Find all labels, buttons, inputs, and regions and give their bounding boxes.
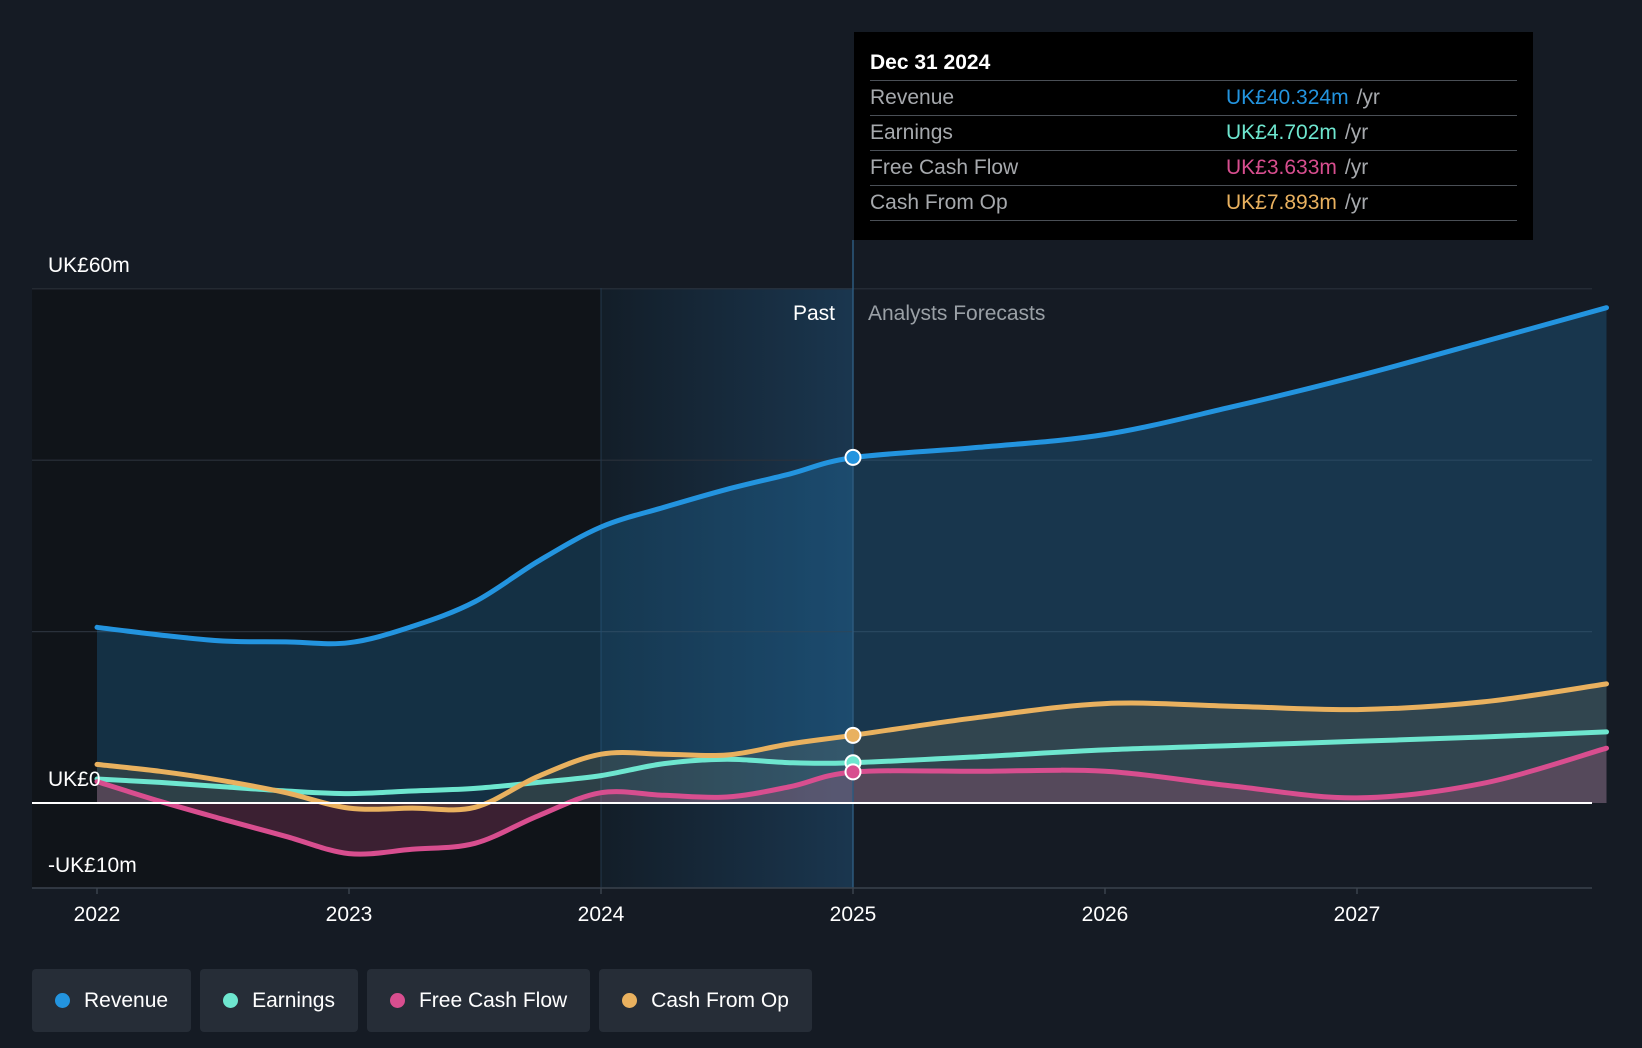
highlight-region: [601, 288, 853, 888]
y-axis-labels: UK£60m UK£0 -UK£10m: [48, 254, 137, 877]
y-tick-label: UK£60m: [48, 254, 130, 277]
legend-label: Free Cash Flow: [418, 988, 568, 1012]
series-lines: [94, 305, 1609, 857]
x-tick-label: 2026: [1082, 903, 1129, 926]
legend-label: Revenue: [84, 988, 169, 1012]
tooltip-unit: /yr: [1344, 191, 1369, 214]
tooltip-value: UK£7.893m: [1226, 191, 1337, 214]
x-tick-label: 2023: [326, 903, 373, 926]
tooltip-unit: /yr: [1344, 156, 1369, 179]
legend-dot-icon: [223, 993, 239, 1008]
tooltip-unit: /yr: [1356, 86, 1380, 109]
series-fills: [97, 307, 1607, 855]
legend-dot-icon: [55, 993, 70, 1008]
line-revenue: [94, 305, 1609, 647]
tooltip-row-revenue: Revenue UK£40.324m /yr: [870, 81, 1517, 116]
series-markers: [844, 448, 862, 781]
marker-revenue: [844, 448, 862, 466]
marker-cash-from-op: [844, 726, 862, 744]
line-cash-from-op: [94, 681, 1609, 813]
tooltip-unit: /yr: [1344, 121, 1369, 144]
tooltip-value: UK£4.702m: [1226, 121, 1337, 144]
legend-item-cash-from-op[interactable]: Cash From Op: [599, 969, 812, 1032]
x-tick-label: 2022: [74, 903, 121, 926]
x-axis-labels: 2022 2023 2024 2025 2026 2027: [74, 888, 1381, 926]
legend-dot-icon: [389, 993, 405, 1008]
y-tick-label: UK£0: [48, 768, 101, 791]
forecast-label: Analysts Forecasts: [868, 302, 1045, 325]
line-free-cash-flow: [94, 745, 1609, 857]
y-tick-label: -UK£10m: [48, 854, 137, 877]
tooltip-value: UK£3.633m: [1226, 156, 1337, 179]
past-label: Past: [793, 302, 835, 325]
legend: Revenue Earnings Free Cash Flow Cash Fro…: [32, 969, 812, 1032]
tooltip-label: Cash From Op: [870, 191, 1008, 214]
area-revenue: [97, 307, 1607, 803]
x-tick-label: 2024: [578, 903, 625, 926]
x-tick-label: 2025: [830, 903, 877, 926]
legend-label: Earnings: [252, 988, 335, 1012]
line-earnings: [94, 729, 1609, 797]
legend-item-earnings[interactable]: Earnings: [200, 969, 358, 1032]
legend-dot-icon: [622, 993, 638, 1008]
legend-label: Cash From Op: [651, 988, 789, 1012]
area-cash-from-op: [97, 683, 1607, 810]
tooltip-row-cash-from-op: Cash From Op UK£7.893m /yr: [870, 186, 1517, 221]
area-free-cash-flow: [97, 748, 1607, 855]
tooltip-label: Free Cash Flow: [870, 156, 1019, 179]
tooltip-date: Dec 31 2024: [870, 46, 1517, 81]
x-tick-label: 2027: [1334, 903, 1381, 926]
tooltip: Dec 31 2024 Revenue UK£40.324m /yr Earni…: [854, 32, 1533, 240]
tooltip-label: Revenue: [870, 86, 955, 109]
tooltip-row-earnings: Earnings UK£4.702m /yr: [870, 116, 1517, 151]
marker-free-cash-flow: [844, 763, 862, 781]
tooltip-row-free-cash-flow: Free Cash Flow UK£3.633m /yr: [870, 151, 1517, 186]
tooltip-value: UK£40.324m: [1226, 86, 1349, 109]
tooltip-label: Earnings: [870, 121, 953, 144]
legend-item-free-cash-flow[interactable]: Free Cash Flow: [366, 969, 591, 1032]
legend-item-revenue[interactable]: Revenue: [32, 969, 192, 1032]
